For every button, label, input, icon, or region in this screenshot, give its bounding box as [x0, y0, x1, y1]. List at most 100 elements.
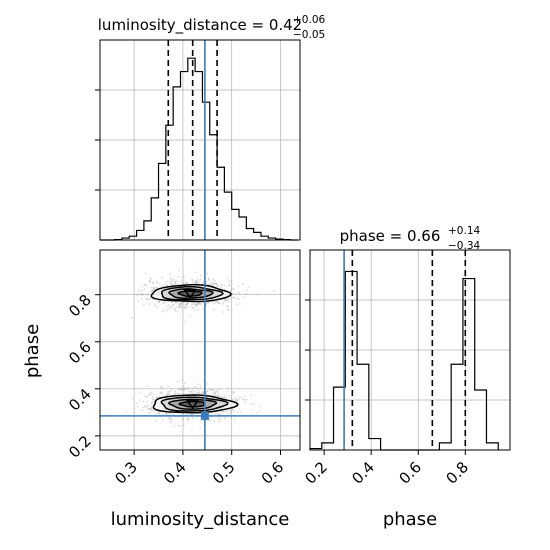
sample-point	[179, 424, 182, 427]
sample-point	[231, 292, 234, 295]
sample-point	[151, 398, 154, 400]
sample-point	[153, 303, 156, 306]
sample-point	[174, 282, 177, 285]
sample-point	[213, 413, 216, 415]
sample-point	[183, 301, 186, 304]
sample-point	[148, 411, 151, 414]
sample-point	[184, 387, 187, 390]
sample-point	[168, 393, 171, 396]
sample-point	[216, 301, 219, 304]
sample-point	[140, 297, 143, 300]
sample-point	[221, 411, 224, 413]
panel-frame	[309, 249, 511, 451]
sample-point	[223, 288, 226, 291]
sample-point	[217, 417, 220, 419]
sample-point	[147, 404, 150, 407]
sample-point	[196, 387, 199, 390]
sample-point	[152, 282, 155, 284]
x-tick-label: 0.6	[258, 458, 288, 488]
sample-point	[147, 407, 150, 410]
sample-point	[232, 390, 234, 393]
sample-point	[165, 394, 168, 397]
sample-point	[181, 378, 184, 381]
contour-level	[178, 400, 206, 408]
sample-point	[168, 304, 170, 307]
sample-point	[257, 293, 259, 296]
sample-point	[214, 394, 216, 396]
sample-point	[195, 281, 198, 284]
sample-point	[198, 303, 201, 305]
sample-point	[161, 276, 164, 279]
sample-point	[170, 278, 172, 281]
sample-point	[170, 418, 173, 421]
sample-point	[163, 300, 166, 303]
sample-point	[225, 299, 227, 302]
sample-point	[157, 411, 160, 413]
sample-point	[174, 308, 177, 311]
sample-point	[213, 308, 216, 311]
sample-point	[162, 302, 165, 305]
sample-point	[232, 392, 235, 395]
sample-point	[230, 409, 233, 412]
panel-phase-hist: 0.2 0.4 0.6 0.8	[301, 249, 511, 488]
y-tick-label: 0.6	[65, 338, 95, 368]
sample-point	[182, 418, 185, 420]
sample-point	[198, 281, 200, 283]
sample-point	[141, 294, 143, 296]
sample-point	[151, 290, 153, 292]
sample-point	[199, 279, 202, 282]
sample-point	[183, 279, 185, 281]
sample-point	[205, 301, 208, 304]
sample-point	[184, 382, 187, 384]
sample-point	[188, 391, 191, 393]
sample-point	[174, 392, 177, 394]
sample-point	[180, 306, 183, 309]
sample-point	[170, 281, 172, 284]
sample-point	[228, 298, 231, 301]
sample-point	[156, 280, 159, 283]
sample-point	[194, 281, 197, 284]
sample-point	[223, 416, 226, 419]
sample-point	[216, 394, 219, 397]
sample-point	[161, 392, 164, 395]
sample-point	[157, 301, 160, 303]
sample-point	[171, 306, 174, 309]
sample-point	[272, 290, 275, 292]
sample-point	[161, 310, 164, 313]
sample-point	[199, 278, 202, 281]
sample-point	[217, 394, 220, 397]
sample-point	[231, 398, 234, 401]
sample-point	[151, 392, 154, 394]
sample-point	[131, 316, 134, 319]
sample-point	[138, 399, 141, 402]
sample-point	[160, 387, 163, 389]
x-tick-label: 0.4	[348, 458, 378, 488]
sample-point	[167, 385, 170, 388]
sample-point	[146, 284, 149, 287]
sample-point	[165, 412, 167, 415]
sample-point	[170, 283, 173, 285]
sample-point	[184, 305, 187, 308]
sample-point	[169, 306, 172, 308]
sample-point	[151, 281, 154, 284]
sample-point	[167, 392, 170, 394]
sample-point	[197, 308, 200, 311]
sample-point	[149, 407, 152, 410]
sample-point	[179, 302, 182, 305]
sample-point	[178, 388, 181, 391]
sample-point	[169, 421, 172, 424]
sample-point	[196, 392, 198, 394]
sample-point	[150, 408, 153, 411]
sample-point	[145, 298, 148, 301]
sample-point	[238, 408, 241, 410]
sample-point	[176, 310, 179, 313]
sample-point	[167, 417, 170, 420]
sample-point	[149, 279, 151, 282]
sample-point	[150, 290, 153, 293]
sample-point	[149, 280, 151, 283]
sample-point	[156, 396, 158, 399]
y-tick-label: 0.4	[65, 385, 95, 415]
sample-point	[214, 392, 216, 395]
sample-point	[195, 303, 198, 306]
sample-point	[159, 392, 161, 395]
